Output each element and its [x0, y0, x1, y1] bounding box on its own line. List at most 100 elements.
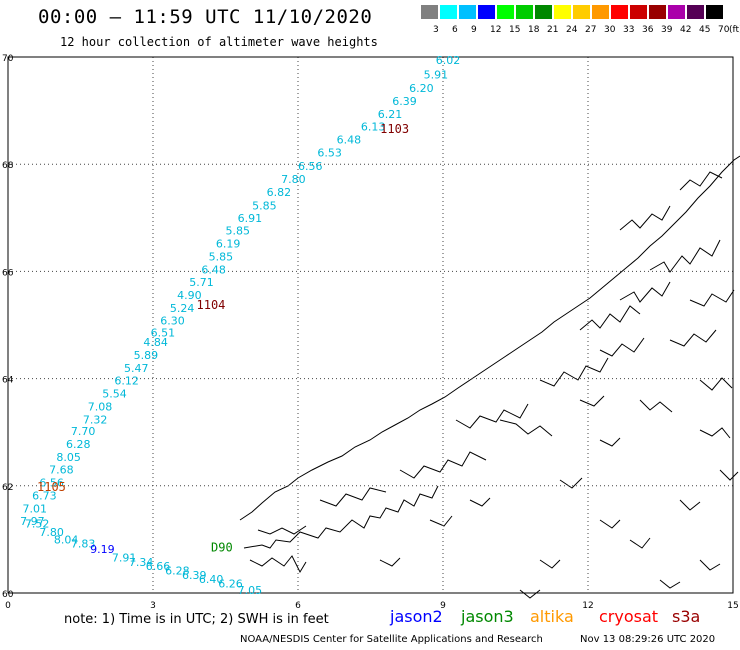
wave-height-value: 6.20	[409, 82, 434, 95]
legend-label: 21	[547, 25, 559, 35]
satellite-altika: altika	[530, 607, 574, 626]
legend-swatch	[630, 5, 647, 19]
wave-height-value: 4.84	[143, 336, 168, 349]
lat-tick-label: 66	[2, 268, 14, 278]
wave-height-value: 5.54	[102, 388, 127, 401]
legend-label: 27	[585, 25, 597, 35]
pass-labels: 1103 1104 1105 D90	[37, 122, 409, 555]
wave-height-value: 6.30	[160, 315, 185, 328]
lat-tick-label: 64	[2, 376, 14, 386]
legend-swatch	[592, 5, 609, 19]
pass-id-label: 1104	[197, 298, 226, 312]
wave-height-value: 7.32	[83, 413, 108, 426]
satellite-s3a: s3a	[672, 607, 701, 626]
wave-height-value: 6.91	[238, 212, 262, 225]
generation-timestamp: Nov 13 08:29:26 UTC 2020	[580, 634, 716, 645]
page-title: 00:00 – 11:59 UTC 11/10/2020	[38, 6, 373, 28]
pass-id-label: 1103	[380, 122, 409, 136]
wave-height-value: 7.83	[71, 538, 96, 551]
legend-swatch	[478, 5, 495, 19]
legend-label: 45	[699, 25, 711, 35]
legend-label: 6	[452, 25, 458, 35]
wave-height-value: 8.04	[54, 533, 79, 546]
lon-tick-label: 12	[582, 601, 593, 611]
lon-tick-label: 9	[440, 601, 446, 611]
wave-height-value: 5.85	[209, 250, 234, 263]
page-subtitle: 12 hour collection of altimeter wave hei…	[60, 35, 378, 49]
wave-height-value: 7.08	[88, 400, 113, 413]
legend-swatch	[497, 5, 514, 19]
wave-height-value: 6.48	[201, 263, 226, 276]
wave-height-value: 6.51	[151, 327, 176, 340]
lon-tick-label: 3	[150, 601, 156, 611]
wave-height-value: 7.80	[39, 526, 64, 539]
wave-height-value: 7.97	[20, 515, 45, 528]
wave-height-value: 6.12	[114, 375, 139, 388]
wave-height-value: 9.19	[90, 543, 115, 556]
map-frame	[7, 56, 734, 594]
longitude-ticks: 0 3 6 9 12 15	[5, 601, 739, 611]
wave-height-value: 7.80	[281, 173, 306, 186]
credit-line: NOAA/NESDIS Center for Satellite Applica…	[240, 634, 543, 645]
wave-height-value: 6.28	[165, 564, 190, 577]
wave-height-value: 6.26	[218, 577, 243, 590]
legend-label: 39	[661, 25, 673, 35]
latitude-ticks: 70 68 66 64 62 60	[2, 54, 14, 600]
lat-tick-label: 60	[2, 590, 14, 600]
legend-label: 70	[718, 25, 730, 35]
footnote: note: 1) Time is in UTC; 2) SWH is in fe…	[64, 612, 329, 627]
legend-swatch	[459, 5, 476, 19]
wave-height-value: 6.48	[337, 134, 362, 147]
satellite-cryosat: cryosat	[599, 607, 659, 626]
wave-height-value: 6.19	[216, 238, 241, 251]
wave-height-value: 6.40	[199, 573, 224, 586]
legend-swatch	[535, 5, 552, 19]
satellite-jason3: jason3	[461, 607, 514, 626]
wave-height-value: 8.05	[56, 451, 80, 464]
lat-tick-label: 62	[2, 483, 13, 493]
legend-unit: (ft)	[729, 25, 740, 35]
legend-swatch	[649, 5, 666, 19]
legend-swatch	[687, 5, 704, 19]
lon-tick-label: 0	[5, 601, 11, 611]
legend-swatch	[706, 5, 723, 19]
legend-swatch	[516, 5, 533, 19]
wave-height-value: 7.68	[49, 464, 73, 477]
wave-height-value: 6.13	[361, 121, 386, 134]
wave-height-value: 6.56	[39, 477, 64, 490]
legend-label: 12	[490, 25, 502, 35]
legend-swatch	[554, 5, 571, 19]
legend-label: 18	[528, 25, 540, 35]
legend-label: 9	[471, 25, 477, 35]
wave-height-value: 4.90	[177, 289, 202, 302]
wave-height-value: 6.21	[378, 108, 403, 121]
legend-label: 24	[566, 25, 578, 35]
legend-label: 3	[433, 25, 439, 35]
wave-height-value: 6.66	[146, 560, 171, 573]
wave-height-value: 5.89	[134, 349, 159, 362]
legend-swatch	[668, 5, 685, 19]
wave-height-value: 6.56	[298, 160, 323, 173]
wave-height-value: 6.73	[32, 489, 57, 502]
legend-swatch	[421, 5, 438, 19]
wave-height-value: 7.52	[25, 517, 49, 530]
wave-height-value: 7.34	[129, 556, 154, 569]
satellite-jason2: jason2	[390, 607, 443, 626]
wave-height-value: 7.05	[238, 584, 262, 597]
wave-height-value: 6.53	[317, 146, 342, 159]
wave-height-observations: 6.025.916.206.396.216.136.486.536.567.80…	[20, 54, 460, 597]
lat-tick-label: 68	[2, 161, 14, 171]
wave-height-value: 5.85	[226, 225, 251, 238]
wave-height-value: 5.24	[170, 302, 195, 315]
pass-id-label: D90	[211, 540, 233, 554]
coastline	[239, 155, 740, 599]
wave-height-value: 6.82	[267, 186, 292, 199]
legend-swatch	[611, 5, 628, 19]
legend-label: 42	[680, 25, 692, 35]
wave-height-value: 7.01	[23, 502, 48, 515]
legend-label: 33	[623, 25, 635, 35]
legend-label: 30	[604, 25, 616, 35]
lon-tick-label: 6	[295, 601, 301, 611]
wave-height-value: 6.28	[66, 438, 91, 451]
legend-swatch	[573, 5, 590, 19]
